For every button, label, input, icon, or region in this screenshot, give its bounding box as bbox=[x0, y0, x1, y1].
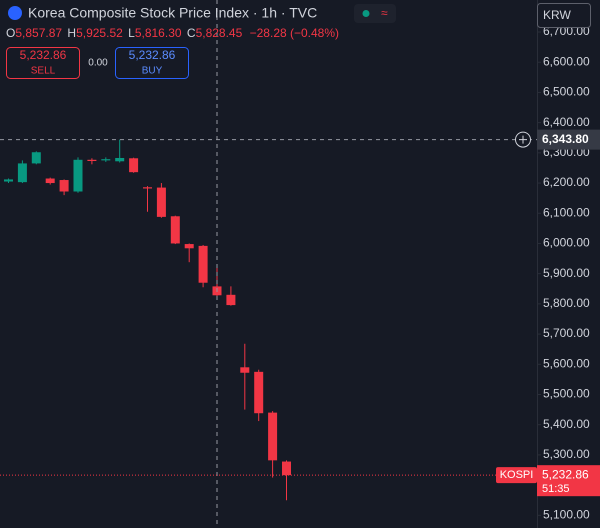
y-tick-label: 5,300.00 bbox=[543, 447, 590, 461]
c-value: 5,828.45 bbox=[196, 26, 243, 40]
chart-title: Korea Composite Stock Price Index · 1h ·… bbox=[28, 5, 317, 21]
candle-body bbox=[17, 163, 27, 183]
candle-body bbox=[4, 179, 13, 182]
y-tick-label: 6,400.00 bbox=[543, 115, 590, 129]
sell-button[interactable] bbox=[6, 47, 80, 79]
o-value: 5,857.87 bbox=[15, 26, 62, 40]
candle-body bbox=[240, 367, 250, 373]
candle-body bbox=[254, 371, 264, 414]
candle-body bbox=[282, 461, 291, 476]
c-label: C bbox=[187, 26, 196, 40]
candle-body bbox=[115, 157, 125, 162]
l-value: 5,816.30 bbox=[135, 26, 182, 40]
buy-price: 5,232.86 bbox=[129, 48, 176, 62]
sell-price: 5,232.86 bbox=[20, 48, 67, 62]
last-price: 5,232.86 bbox=[542, 467, 589, 481]
candle-body bbox=[268, 412, 278, 461]
sell-label: SELL bbox=[31, 66, 56, 77]
status-badge[interactable] bbox=[354, 4, 396, 23]
candle-body bbox=[45, 178, 55, 184]
candle-body bbox=[170, 216, 180, 244]
ohlc-legend: O5,857.87 H5,925.52 L5,816.30 C5,828.45 … bbox=[6, 26, 339, 40]
y-tick-label: 6,200.00 bbox=[543, 175, 590, 189]
l-label: L bbox=[128, 26, 135, 40]
buy-label: BUY bbox=[142, 66, 163, 77]
candle-body bbox=[198, 245, 208, 283]
y-tick-label: 6,600.00 bbox=[543, 54, 590, 68]
y-tick-label: 5,800.00 bbox=[543, 296, 590, 310]
spread: 0.00 bbox=[88, 58, 108, 69]
h-label: H bbox=[67, 26, 76, 40]
currency: KRW bbox=[543, 8, 571, 22]
candle-body bbox=[101, 159, 111, 161]
crosshair-price: 6,343.80 bbox=[542, 132, 589, 146]
o-label: O bbox=[6, 26, 15, 40]
candle-body bbox=[184, 244, 194, 249]
y-tick-label: 5,400.00 bbox=[543, 417, 590, 431]
last-price-box bbox=[537, 465, 600, 497]
candle-body bbox=[87, 159, 97, 161]
overlay: Korea Composite Stock Price Index · 1h ·… bbox=[0, 3, 600, 497]
buy-button[interactable] bbox=[115, 47, 189, 79]
candle-body bbox=[31, 152, 41, 164]
change: −28.28 (−0.48%) bbox=[250, 26, 339, 40]
y-tick-label: 5,600.00 bbox=[543, 356, 590, 370]
candle-body bbox=[143, 187, 152, 189]
status-badge-text: ≈ bbox=[381, 6, 388, 20]
y-tick-label: 5,700.00 bbox=[543, 326, 590, 340]
candle-body bbox=[129, 158, 139, 173]
market-status-dot bbox=[362, 10, 370, 17]
y-tick-label: 5,100.00 bbox=[543, 507, 590, 521]
candle-body bbox=[73, 159, 83, 192]
symbol-box bbox=[496, 467, 537, 484]
symbol-icon bbox=[8, 6, 22, 20]
currency-button[interactable] bbox=[537, 3, 591, 28]
candle-body bbox=[226, 294, 236, 306]
candle-body bbox=[59, 180, 69, 192]
y-tick-label: 5,500.00 bbox=[543, 387, 590, 401]
y-tick-label: 6,000.00 bbox=[543, 236, 590, 250]
h-value: 5,925.52 bbox=[76, 26, 123, 40]
y-tick-label: 5,900.00 bbox=[543, 266, 590, 280]
crosshair-price-box bbox=[537, 129, 600, 150]
add-alert-icon bbox=[519, 135, 527, 144]
symbol-label: KOSPI bbox=[500, 469, 534, 481]
candle-body bbox=[156, 187, 166, 217]
y-tick-label: 6,100.00 bbox=[543, 205, 590, 219]
y-tick-label: 6,500.00 bbox=[543, 85, 590, 99]
countdown: 51:35 bbox=[542, 483, 570, 495]
